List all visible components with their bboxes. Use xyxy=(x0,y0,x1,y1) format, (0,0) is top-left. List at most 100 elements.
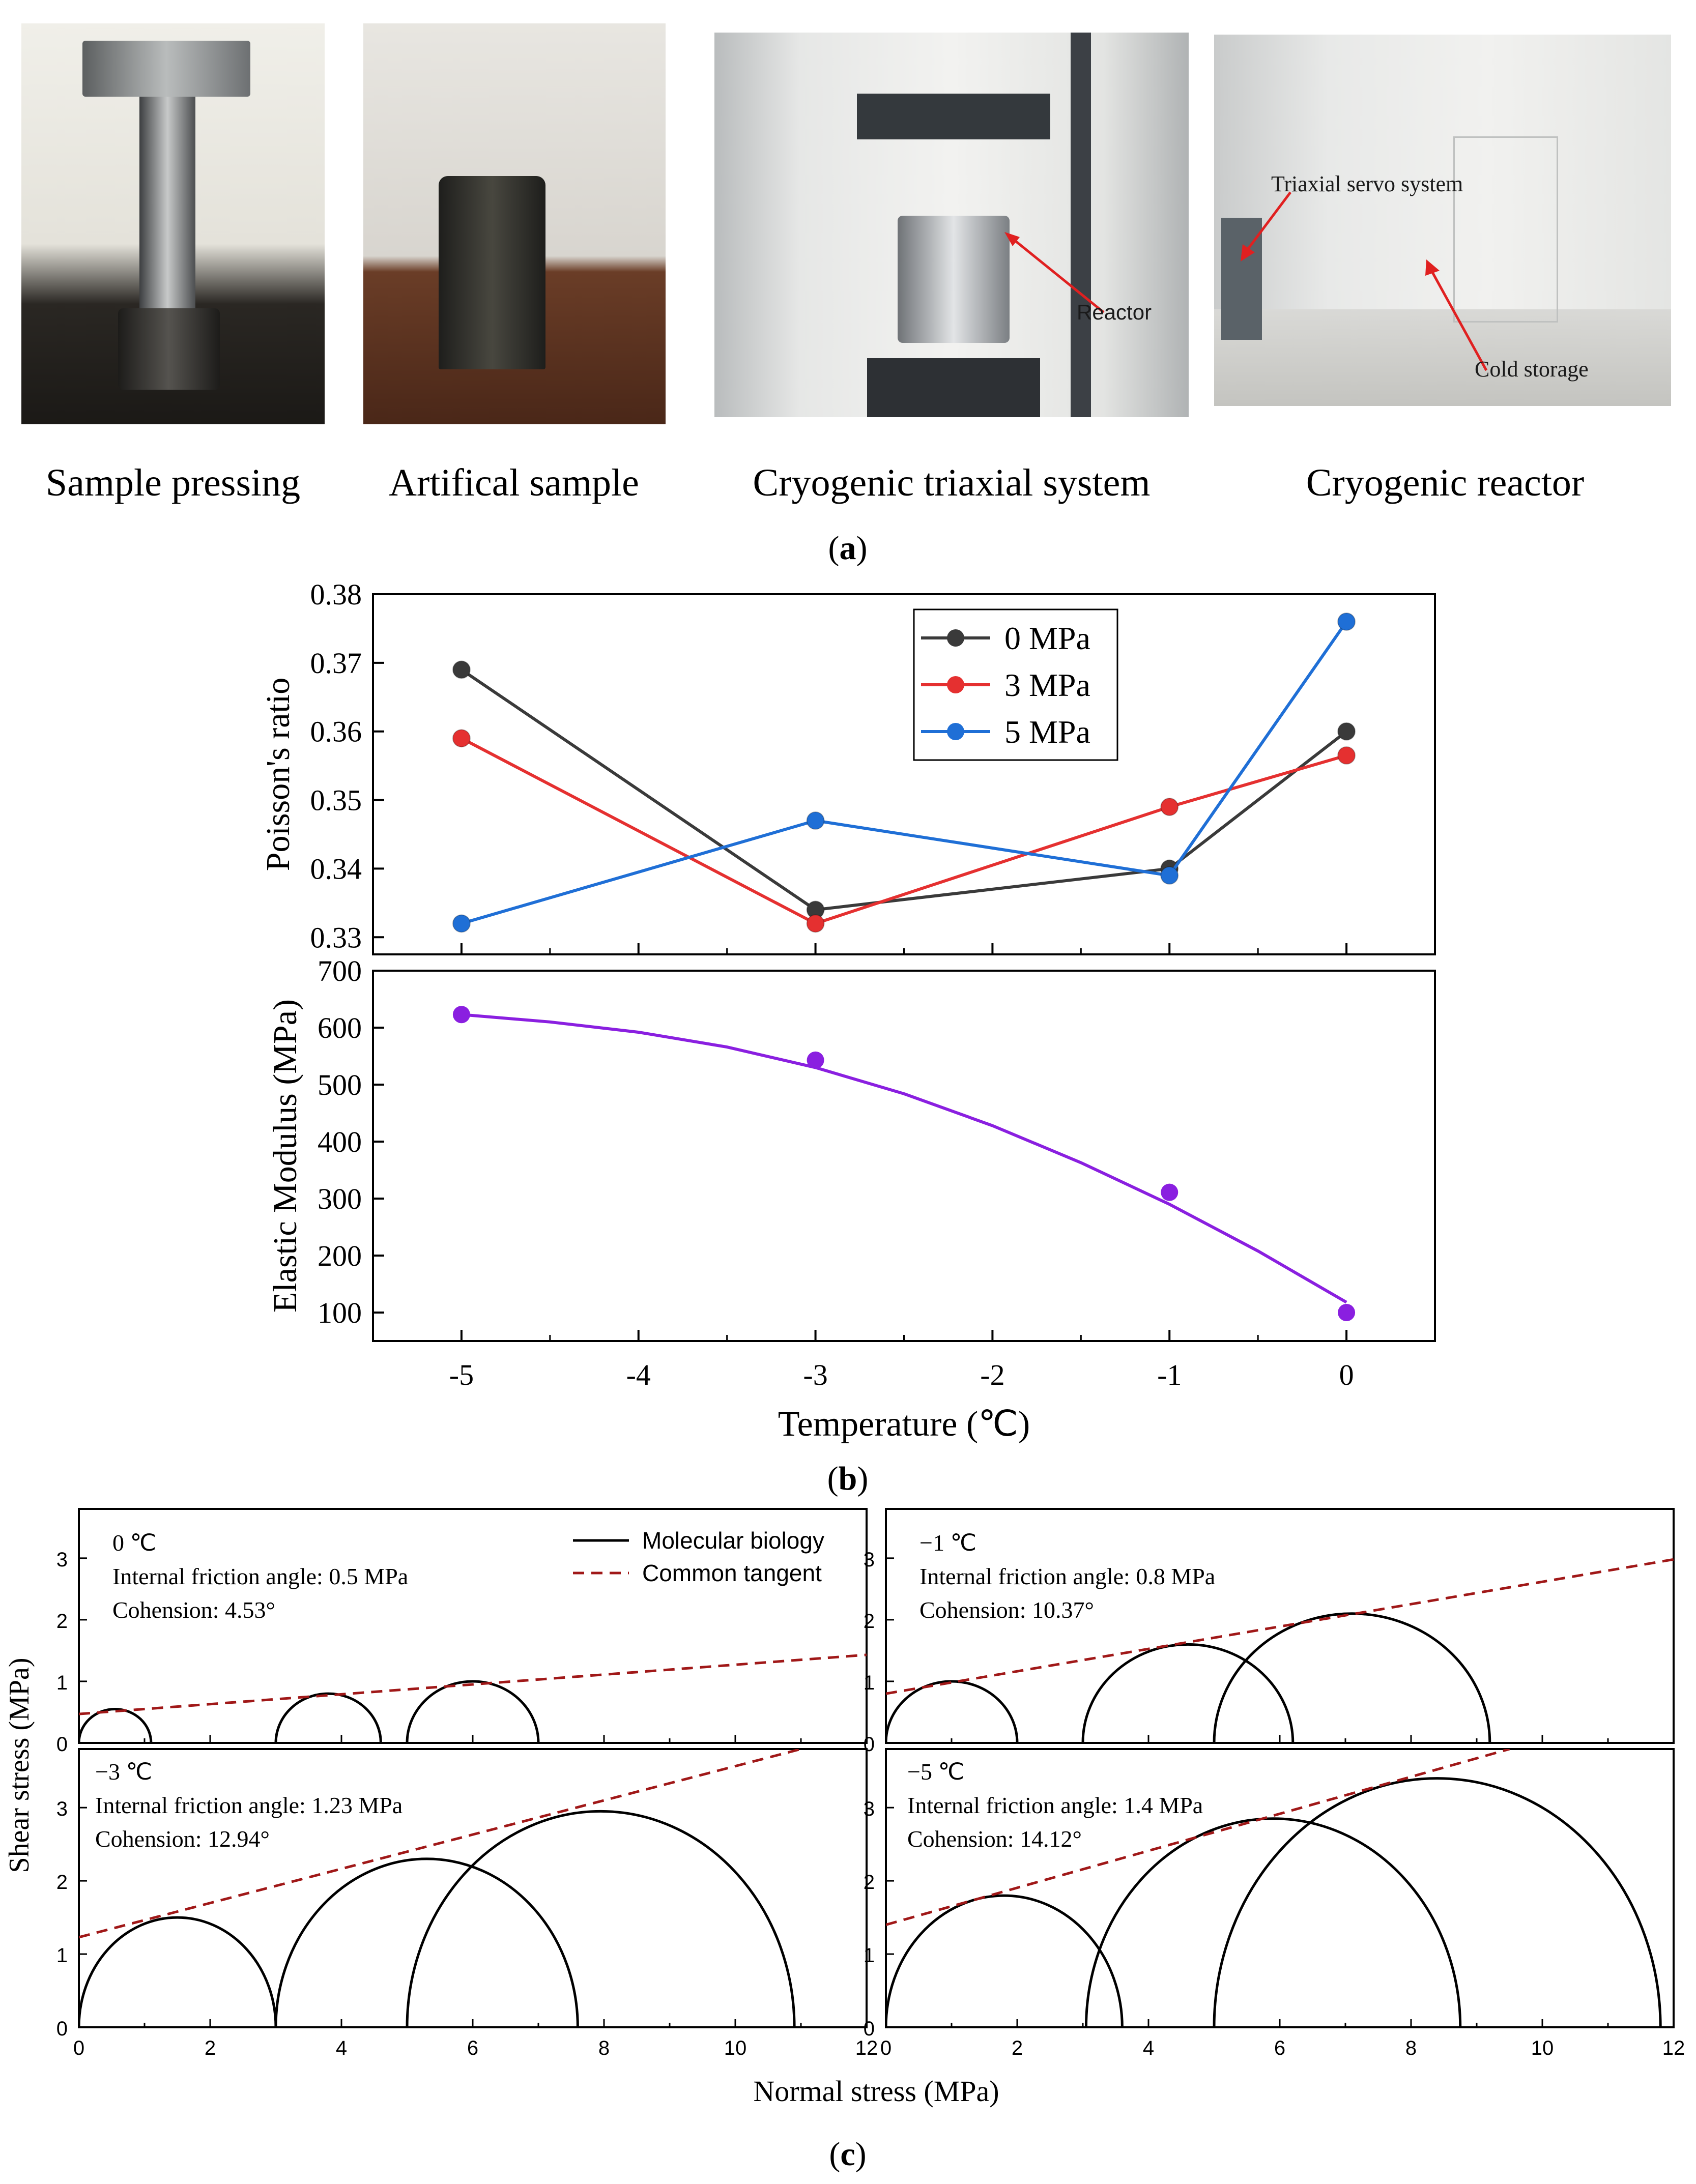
poisson-data-point xyxy=(452,729,471,748)
common-tangent-line xyxy=(79,1653,867,1715)
panel-b-label: (b) xyxy=(827,1460,869,1497)
mohr-annotation-line: Internal friction angle: 1.4 MPa xyxy=(907,1792,1203,1818)
mohr-panel-mohr-0: 0 1 2 3 0 ℃ Internal friction angle: 0.5 MPa C… xyxy=(56,1508,868,1756)
poisson-legend-marker xyxy=(947,629,964,647)
poisson-series-line xyxy=(461,621,1348,925)
poisson-series-line xyxy=(461,737,1347,925)
normal-stress-xlabel: Normal stress (MPa) xyxy=(753,2075,999,2108)
mohr-plot-area xyxy=(886,1749,1662,2027)
modulus-ytick-label: 600 xyxy=(318,1011,362,1044)
mohr-ytick-label: 2 xyxy=(864,1871,875,1894)
modulus-ytick-label: 400 xyxy=(318,1125,362,1158)
modulus-ylabel: Elastic Modulus (MPa) xyxy=(267,999,304,1313)
mohr-legend-label: Common tangent xyxy=(642,1560,822,1586)
modulus-ytick-label: 300 xyxy=(318,1182,362,1215)
mohr-annotation-line: −1 ℃ xyxy=(919,1530,976,1556)
mohr-circle xyxy=(79,1707,153,1743)
mohr-annotation-line: Internal friction angle: 0.5 MPa xyxy=(112,1563,408,1589)
poisson-series-line xyxy=(461,668,1347,912)
mohr-legend-label: Molecular biology xyxy=(642,1527,824,1554)
poisson-legend-marker xyxy=(947,723,964,740)
common-tangent-line xyxy=(886,1558,1674,1695)
modulus-xtick-label: 0 xyxy=(1339,1358,1354,1391)
press-plate xyxy=(82,41,250,97)
poisson-data-point xyxy=(1337,612,1356,631)
mohr-xtick-label: 2 xyxy=(205,2037,216,2059)
artificial-sample-photo xyxy=(363,23,666,424)
poisson-data-point xyxy=(1160,866,1179,885)
poisson-data-point xyxy=(452,660,471,679)
mohr-xtick-label: 10 xyxy=(724,2037,747,2059)
mohr-annotation-line: Internal friction angle: 0.8 MPa xyxy=(919,1563,1215,1589)
press-rod xyxy=(139,97,195,310)
modulus-plot-frame xyxy=(372,970,1436,1342)
poisson-legend-label: 5 MPa xyxy=(1004,714,1090,750)
mohr-annotation-line: −5 ℃ xyxy=(907,1759,964,1785)
modulus-ytick-label: 200 xyxy=(318,1239,362,1272)
poisson-legend-marker xyxy=(947,676,964,693)
poisson-data-point xyxy=(1337,746,1356,765)
sample-pressing-photo xyxy=(21,23,325,424)
poisson-legend-label: 3 MPa xyxy=(1004,667,1090,703)
mohr-ytick-label: 2 xyxy=(56,1871,68,1894)
mohr-circle xyxy=(1213,1777,1662,2027)
mohr-ytick-label: 2 xyxy=(56,1610,68,1633)
press-base xyxy=(118,308,220,390)
mohr-ytick-label: 3 xyxy=(56,1549,68,1571)
mohr-circle xyxy=(1213,1612,1491,1743)
caption-sample-pressing: Sample pressing xyxy=(45,461,301,504)
sample-cylinder xyxy=(439,176,545,369)
mohr-annotation-line: Internal friction angle: 1.23 MPa xyxy=(95,1792,403,1818)
mohr-xtick-label: 10 xyxy=(1531,2037,1554,2059)
poisson-ytick-label: 0.35 xyxy=(310,784,362,817)
panel-a-label: (a) xyxy=(828,530,868,567)
servo-system-label: Triaxial servo system xyxy=(1271,171,1463,196)
mohr-circle xyxy=(406,1680,540,1743)
mohr-annotation-line: 0 ℃ xyxy=(112,1530,156,1556)
mohr-plot-area xyxy=(79,1653,867,1743)
cryogenic-reactor-photo: Triaxial servo system Cold storage xyxy=(1214,35,1671,406)
modulus-data-point xyxy=(452,1006,470,1024)
frame-crossbeam xyxy=(857,94,1050,139)
storage-arrow xyxy=(1425,259,1488,371)
mohr-ytick-label: 0 xyxy=(864,1733,875,1756)
mohr-circle xyxy=(274,1857,579,2027)
modulus-xtick-label: -4 xyxy=(626,1358,651,1391)
mohr-circle xyxy=(406,1810,796,2027)
mohr-ytick-label: 1 xyxy=(56,1672,68,1694)
mohr-ytick-label: 1 xyxy=(56,1944,68,1967)
temperature-xlabel: Temperature (℃) xyxy=(778,1405,1030,1444)
mohr-xtick-label: 0 xyxy=(880,2037,892,2059)
poisson-ytick-label: 0.37 xyxy=(310,647,362,680)
mohr-annotation-line: Cohension: 12.94° xyxy=(95,1826,270,1852)
shear-stress-ylabel: Shear stress (MPa) xyxy=(4,1657,35,1873)
mohr-ytick-label: 3 xyxy=(864,1798,875,1820)
mohr-xtick-label: 12 xyxy=(1662,2037,1685,2059)
poisson-ytick-label: 0.34 xyxy=(310,852,362,885)
modulus-ytick-label: 100 xyxy=(318,1296,362,1329)
reactor-label: Reactor xyxy=(1077,300,1152,324)
mohr-circle xyxy=(1081,1643,1295,1743)
modulus-xtick-label: -3 xyxy=(803,1358,827,1391)
storage-door xyxy=(1453,136,1558,323)
mohr-circle xyxy=(886,1680,1019,1743)
mohr-ytick-label: 1 xyxy=(864,1672,875,1694)
mohr-plot-frame xyxy=(885,1748,1675,2028)
mohr-circle xyxy=(274,1692,382,1743)
frame-column xyxy=(1071,33,1091,417)
mohr-ytick-label: 3 xyxy=(864,1549,875,1571)
modulus-xtick-label: -2 xyxy=(980,1358,1004,1391)
modulus-xtick-label: -5 xyxy=(449,1358,474,1391)
caption-artificial-sample: Artifical sample xyxy=(389,461,639,504)
mohr-ytick-label: 3 xyxy=(56,1798,68,1820)
modulus-data-point xyxy=(807,1051,824,1069)
mohr-xtick-label: 6 xyxy=(467,2037,478,2059)
poisson-data-point xyxy=(452,914,471,933)
mohr-xtick-label: 6 xyxy=(1274,2037,1285,2059)
poisson-data-point xyxy=(806,811,825,830)
mohr-plot-area xyxy=(79,1749,801,2027)
modulus-xtick-label: -1 xyxy=(1157,1358,1182,1391)
reactor-arrow xyxy=(1004,232,1105,313)
mohr-circle xyxy=(79,1916,277,2027)
mohr-xtick-label: 2 xyxy=(1012,2037,1023,2059)
